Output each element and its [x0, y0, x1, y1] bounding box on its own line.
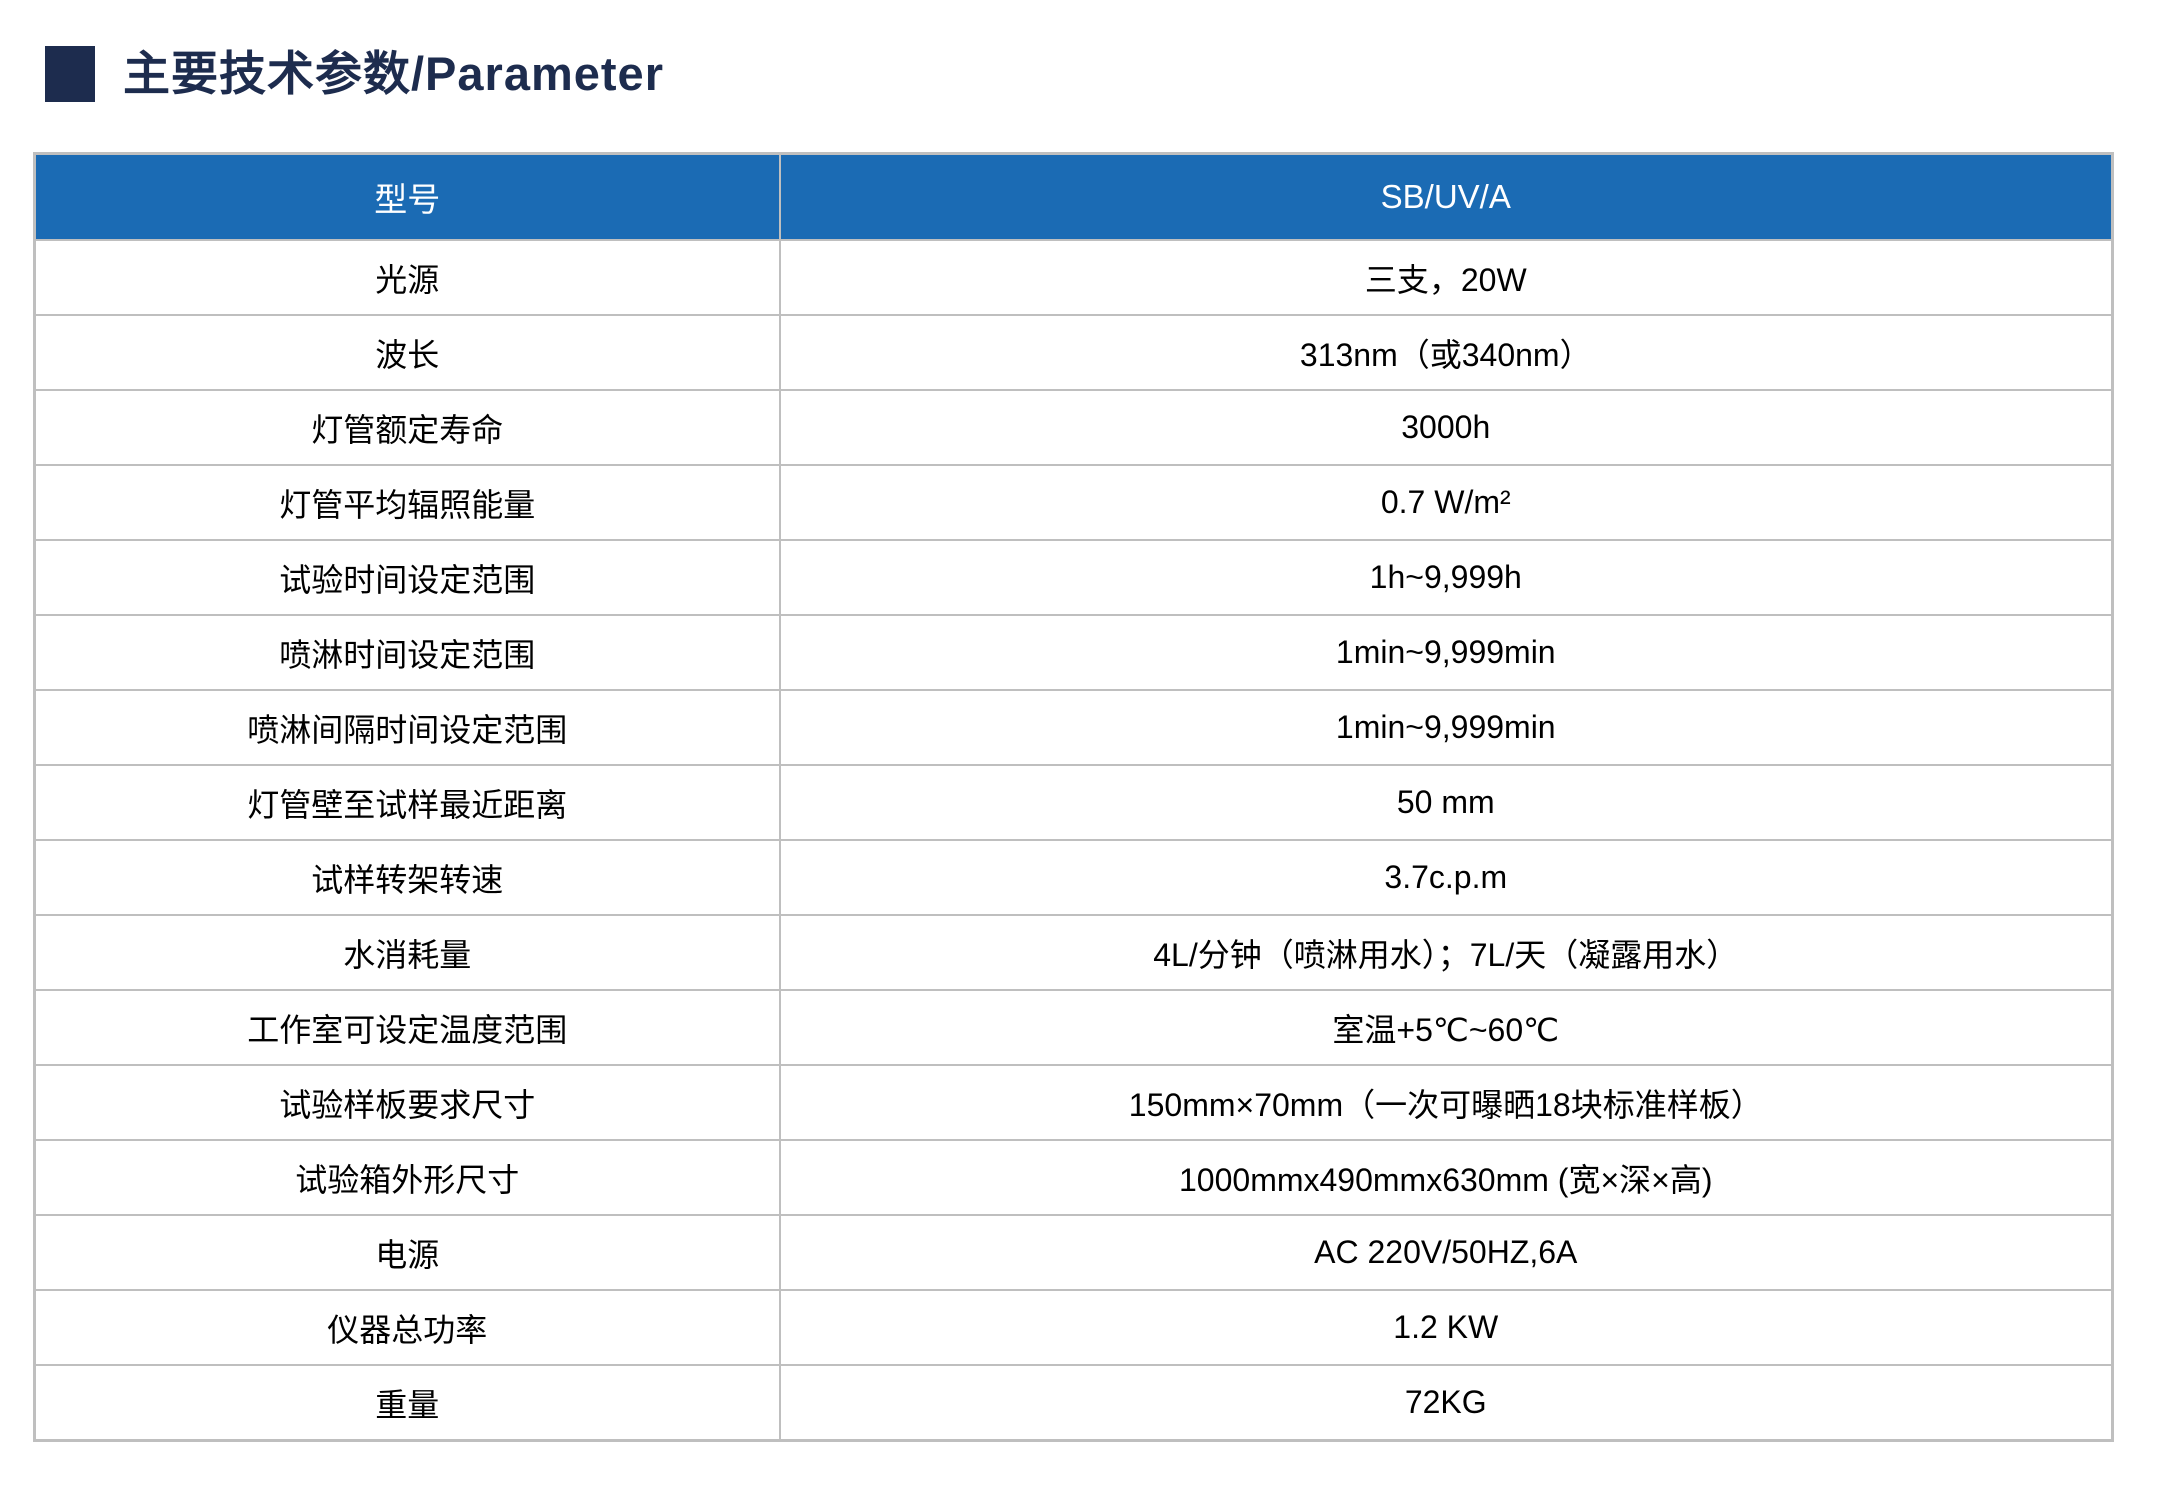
param-cell: 喷淋时间设定范围: [33, 614, 781, 691]
table-row: 波长 313nm（或340nm）: [33, 314, 2114, 391]
table-row: 电源 AC 220V/50HZ,6A: [33, 1214, 2114, 1291]
table-row: 试验时间设定范围 1h~9,999h: [33, 539, 2114, 616]
value-cell: 3000h: [778, 389, 2114, 466]
param-cell: 仪器总功率: [33, 1289, 781, 1366]
value-cell: 1min~9,999min: [778, 614, 2114, 691]
table-header-row: 型号 SB/UV/A: [33, 152, 2114, 241]
param-cell: 波长: [33, 314, 781, 391]
table-row: 灯管平均辐照能量 0.7 W/m²: [33, 464, 2114, 541]
param-cell: 试验箱外形尺寸: [33, 1139, 781, 1216]
title-bullet-square: [45, 46, 95, 102]
table-row: 水消耗量 4L/分钟（喷淋用水）；7L/天（凝露用水）: [33, 914, 2114, 991]
section-title: 主要技术参数/Parameter: [45, 46, 664, 102]
table-row: 仪器总功率 1.2 KW: [33, 1289, 2114, 1366]
page-title: 主要技术参数/Parameter: [123, 47, 664, 100]
param-cell: 灯管平均辐照能量: [33, 464, 781, 541]
value-cell: 4L/分钟（喷淋用水）；7L/天（凝露用水）: [778, 914, 2114, 991]
value-cell: 室温+5℃~60℃: [778, 989, 2114, 1066]
table-row: 试样转架转速 3.7c.p.m: [33, 839, 2114, 916]
param-cell: 试验时间设定范围: [33, 539, 781, 616]
value-cell: 1h~9,999h: [778, 539, 2114, 616]
table-row: 重量 72KG: [33, 1364, 2114, 1442]
value-cell: 1000mmx490mmx630mm (宽×深×高): [778, 1139, 2114, 1216]
param-cell: 灯管额定寿命: [33, 389, 781, 466]
table-row: 喷淋时间设定范围 1min~9,999min: [33, 614, 2114, 691]
value-cell: AC 220V/50HZ,6A: [778, 1214, 2114, 1291]
table-row: 工作室可设定温度范围 室温+5℃~60℃: [33, 989, 2114, 1066]
value-cell: 3.7c.p.m: [778, 839, 2114, 916]
param-cell: 灯管壁至试样最近距离: [33, 764, 781, 841]
param-cell: 光源: [33, 239, 781, 316]
param-cell: 工作室可设定温度范围: [33, 989, 781, 1066]
table-row: 试验箱外形尺寸 1000mmx490mmx630mm (宽×深×高): [33, 1139, 2114, 1216]
value-cell: 313nm（或340nm）: [778, 314, 2114, 391]
header-param-cell: 型号: [33, 152, 781, 241]
table-row: 试验样板要求尺寸 150mm×70mm（一次可曝晒18块标准样板）: [33, 1064, 2114, 1141]
header-value-cell: SB/UV/A: [778, 152, 2114, 241]
value-cell: 1.2 KW: [778, 1289, 2114, 1366]
value-cell: 72KG: [778, 1364, 2114, 1442]
param-cell: 重量: [33, 1364, 781, 1442]
value-cell: 50 mm: [778, 764, 2114, 841]
table-row: 灯管额定寿命 3000h: [33, 389, 2114, 466]
table-row: 光源 三支，20W: [33, 239, 2114, 316]
table-row: 灯管壁至试样最近距离 50 mm: [33, 764, 2114, 841]
parameter-table: 型号 SB/UV/A 光源 三支，20W 波长 313nm（或340nm） 灯管…: [33, 152, 2114, 1442]
param-cell: 水消耗量: [33, 914, 781, 991]
value-cell: 150mm×70mm（一次可曝晒18块标准样板）: [778, 1064, 2114, 1141]
value-cell: 0.7 W/m²: [778, 464, 2114, 541]
value-cell: 三支，20W: [778, 239, 2114, 316]
param-cell: 试样转架转速: [33, 839, 781, 916]
param-cell: 试验样板要求尺寸: [33, 1064, 781, 1141]
param-cell: 喷淋间隔时间设定范围: [33, 689, 781, 766]
table-row: 喷淋间隔时间设定范围 1min~9,999min: [33, 689, 2114, 766]
param-cell: 电源: [33, 1214, 781, 1291]
value-cell: 1min~9,999min: [778, 689, 2114, 766]
